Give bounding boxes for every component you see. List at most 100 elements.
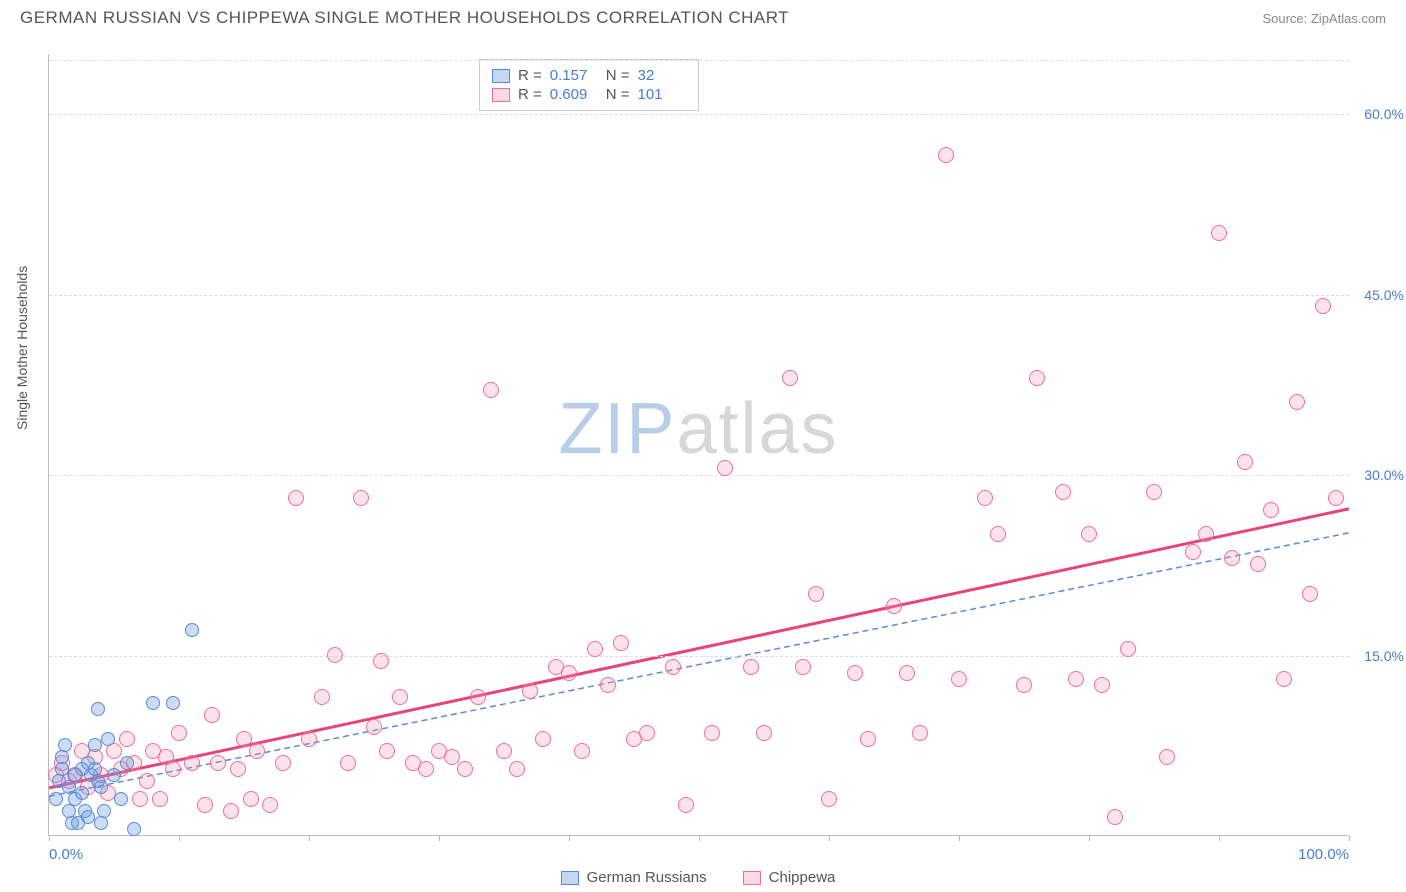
data-point [1055, 484, 1071, 500]
chart-container: ZIPatlas R = 0.157 N = 32 R = 0.609 N = … [48, 54, 1386, 836]
data-point [418, 761, 434, 777]
y-axis-label: Single Mother Households [14, 266, 30, 430]
data-point [230, 761, 246, 777]
r-label-b: R = [518, 86, 542, 103]
data-point [886, 598, 902, 614]
x-tick-label: 0.0% [49, 846, 83, 863]
n-label-b: N = [606, 86, 630, 103]
data-point [1289, 394, 1305, 410]
data-point [88, 738, 102, 752]
x-tick-label: 100.0% [1298, 846, 1349, 863]
data-point [990, 526, 1006, 542]
data-point [821, 791, 837, 807]
r-value-b: 0.609 [550, 86, 598, 103]
data-point [373, 653, 389, 669]
r-value-a: 0.157 [550, 67, 598, 84]
data-point [204, 707, 220, 723]
data-point [1237, 454, 1253, 470]
plot-area: ZIPatlas R = 0.157 N = 32 R = 0.609 N = … [48, 54, 1348, 836]
data-point [483, 382, 499, 398]
data-point [665, 659, 681, 675]
data-point [275, 755, 291, 771]
data-point [379, 743, 395, 759]
data-point [236, 731, 252, 747]
data-point [127, 822, 141, 836]
data-point [743, 659, 759, 675]
y-tick-label: 60.0% [1364, 106, 1404, 122]
data-point [847, 665, 863, 681]
legend-correlation: R = 0.157 N = 32 R = 0.609 N = 101 [479, 59, 699, 111]
data-point [91, 702, 105, 716]
data-point [392, 689, 408, 705]
data-point [97, 804, 111, 818]
data-point [561, 665, 577, 681]
x-tick [1349, 835, 1350, 841]
x-tick [699, 835, 700, 841]
data-point [704, 725, 720, 741]
data-point [166, 696, 180, 710]
data-point [210, 755, 226, 771]
x-tick [959, 835, 960, 841]
data-point [353, 490, 369, 506]
swatch-a-icon [492, 69, 510, 83]
n-value-a: 32 [638, 67, 686, 84]
data-point [912, 725, 928, 741]
data-point [457, 761, 473, 777]
data-point [120, 756, 134, 770]
source-attribution: Source: ZipAtlas.com [1262, 11, 1386, 26]
data-point [171, 725, 187, 741]
legend-item-b: Chippewa [743, 869, 836, 886]
data-point [107, 768, 121, 782]
data-point [1211, 225, 1227, 241]
data-point [1107, 809, 1123, 825]
data-point [1029, 370, 1045, 386]
data-point [327, 647, 343, 663]
gridline [49, 475, 1349, 476]
data-point [1328, 490, 1344, 506]
data-point [101, 732, 115, 746]
x-tick [309, 835, 310, 841]
data-point [899, 665, 915, 681]
data-point [58, 738, 72, 752]
data-point [1185, 544, 1201, 560]
data-point [1094, 677, 1110, 693]
x-tick [179, 835, 180, 841]
data-point [1068, 671, 1084, 687]
x-tick [569, 835, 570, 841]
data-point [152, 791, 168, 807]
data-point [94, 816, 108, 830]
data-point [75, 786, 89, 800]
data-point [139, 773, 155, 789]
gridline [49, 295, 1349, 296]
data-point [1315, 298, 1331, 314]
data-point [1263, 502, 1279, 518]
legend-label-a: German Russians [587, 869, 707, 886]
data-point [535, 731, 551, 747]
trend-line-a [49, 533, 1349, 796]
data-point [301, 731, 317, 747]
data-point [184, 755, 200, 771]
data-point [1081, 526, 1097, 542]
legend-label-b: Chippewa [769, 869, 836, 886]
chart-title: GERMAN RUSSIAN VS CHIPPEWA SINGLE MOTHER… [20, 8, 789, 28]
data-point [1250, 556, 1266, 572]
n-value-b: 101 [638, 86, 686, 103]
data-point [1302, 586, 1318, 602]
swatch-b-icon [743, 871, 761, 885]
data-point [717, 460, 733, 476]
r-label-a: R = [518, 67, 542, 84]
data-point [639, 725, 655, 741]
data-point [288, 490, 304, 506]
data-point [165, 761, 181, 777]
data-point [55, 762, 69, 776]
data-point [470, 689, 486, 705]
legend-row-a: R = 0.157 N = 32 [492, 66, 686, 85]
data-point [114, 792, 128, 806]
data-point [795, 659, 811, 675]
data-point [197, 797, 213, 813]
data-point [146, 696, 160, 710]
data-point [1016, 677, 1032, 693]
data-point [366, 719, 382, 735]
data-point [262, 797, 278, 813]
data-point [223, 803, 239, 819]
